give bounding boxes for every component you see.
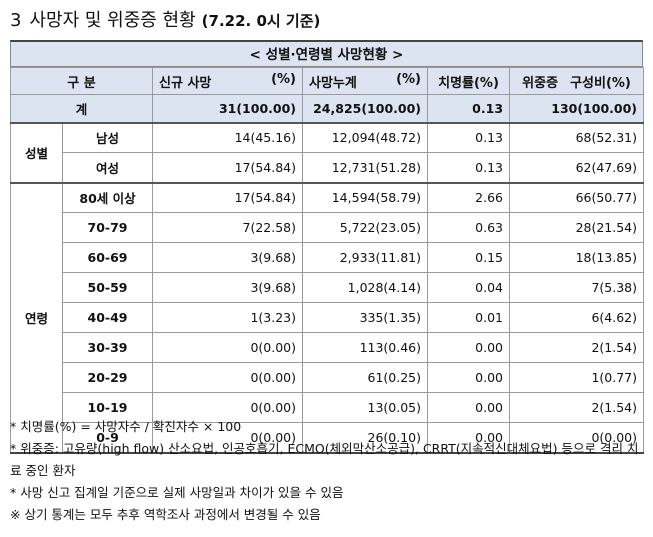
table-row: 여성 17(54.84) 12,731(51.28) 0.13 62(47.69… — [11, 152, 645, 183]
table-row: 50-59 3(9.68) 1,028(4.14) 0.04 7(5.38) — [11, 272, 645, 303]
footnote-subject-to-change: ※ 상기 통계는 모두 추후 역학조사 과정에서 변경될 수 있음 — [10, 507, 321, 522]
table-row: 60-69 3(9.68) 2,933(11.81) 0.15 18(13.85… — [11, 242, 645, 273]
cell-new: 7(22.58) — [152, 212, 304, 243]
cell-severe: 2(1.54) — [509, 332, 645, 363]
table-row: 10-19 0(0.00) 13(0.05) 0.00 2(1.54) — [11, 392, 645, 423]
cell-new: 0(0.00) — [152, 362, 304, 393]
section-basis-date: (7.22. 0시 기준) — [201, 12, 321, 30]
cell-fatality: 0.13 — [427, 121, 511, 153]
section-number: 3 — [10, 10, 22, 31]
cell-cum: 335(1.35) — [302, 302, 429, 333]
cell-severe: 1(0.77) — [509, 362, 645, 393]
row-label: 0-9 — [61, 422, 154, 453]
cell-new: 17(54.84) — [152, 181, 304, 213]
header-severe: 위중증 구성비(%) — [509, 67, 645, 95]
header-severe-label: 위중증 — [522, 75, 559, 91]
cell-cum: 1,028(4.14) — [302, 272, 429, 303]
cell-cum: 26(0.10) — [302, 422, 429, 453]
cell-fatality: 0.00 — [427, 422, 511, 453]
footnote-severe-definition: * 위중증: 고유량(high flow) 산소요법, 인공호흡기, ECMO(… — [10, 441, 639, 478]
death-status-table: 구 분 신규 사망 (%) 사망누계 (%) 치명률(%) 위중증 구성비(%) 계 … — [9, 67, 645, 454]
total-severe: 130(100.00) — [509, 94, 645, 123]
cell-severe: 68(52.31) — [509, 121, 645, 153]
cell-severe: 28(21.54) — [509, 212, 645, 243]
cell-cum: 12,094(48.72) — [302, 121, 429, 153]
row-label: 60-69 — [61, 242, 154, 273]
cell-cum: 14,594(58.79) — [302, 181, 429, 213]
row-label: 여성 — [61, 152, 154, 183]
cell-cum: 113(0.46) — [302, 332, 429, 363]
footnote-fatality-formula: * 치명률(%) = 사망자수 / 확진자수 × 100 — [10, 419, 242, 434]
total-fatality: 0.13 — [427, 94, 511, 123]
row-label: 40-49 — [61, 302, 154, 333]
cell-fatality: 0.01 — [427, 302, 511, 333]
header-new-deaths: 신규 사망 (%) — [152, 67, 304, 95]
cell-new: 1(3.23) — [152, 302, 304, 333]
cell-fatality: 0.00 — [427, 332, 511, 363]
cell-severe: 62(47.69) — [509, 152, 645, 183]
cell-new: 14(45.16) — [152, 121, 304, 153]
group-label-sex: 성별 — [10, 121, 63, 183]
cell-fatality: 0.00 — [427, 392, 511, 423]
header-cum-deaths-pct: (%) — [396, 71, 422, 87]
header-cum-deaths: 사망누계 (%) — [302, 67, 429, 95]
row-label: 10-19 — [61, 392, 154, 423]
table-row: 연령 80세 이상 17(54.84) 14,594(58.79) 2.66 6… — [10, 181, 645, 453]
cell-fatality: 0.04 — [427, 272, 511, 303]
total-label: 계 — [9, 94, 154, 123]
table-row-total: 계 31(100.00) 24,825(100.00) 0.13 130(100… — [9, 94, 645, 123]
row-label: 남성 — [61, 121, 154, 153]
cell-new: 3(9.68) — [152, 242, 304, 273]
row-label: 20-29 — [61, 362, 154, 393]
cell-new: 0(0.00) — [152, 332, 304, 363]
cell-cum: 61(0.25) — [302, 362, 429, 393]
row-label: 50-59 — [61, 272, 154, 303]
header-fatality: 치명률(%) — [427, 67, 511, 95]
cell-new: 17(54.84) — [152, 152, 304, 183]
cell-fatality: 0.13 — [427, 152, 511, 183]
row-label: 80세 이상 — [61, 181, 154, 213]
cell-cum: 12,731(51.28) — [302, 152, 429, 183]
row-label: 70-79 — [61, 212, 154, 243]
cell-fatality: 0.00 — [427, 362, 511, 393]
table-caption: < 성별·연령별 사망현황 > — [10, 40, 643, 67]
header-cum-deaths-label: 사망누계 — [309, 75, 357, 91]
section-title: 3 사망자 및 위중증 현황 (7.22. 0시 기준) — [10, 4, 320, 38]
table-row: 30-39 0(0.00) 113(0.46) 0.00 2(1.54) — [11, 332, 645, 363]
table-row: 70-79 7(22.58) 5,722(23.05) 0.63 28(21.5… — [11, 212, 645, 243]
cell-severe: 6(4.62) — [509, 302, 645, 333]
footnotes: * 치명률(%) = 사망자수 / 확진자수 × 100 * 위중증: 고유량(… — [10, 416, 646, 526]
cell-fatality: 0.63 — [427, 212, 511, 243]
cell-severe: 18(13.85) — [509, 242, 645, 273]
cell-severe: 7(5.38) — [509, 272, 645, 303]
header-category: 구 분 — [9, 67, 154, 95]
cell-severe: 66(50.77) — [509, 181, 645, 213]
cell-fatality: 2.66 — [427, 181, 511, 213]
cell-fatality: 0.15 — [427, 242, 511, 273]
group-label-age: 연령 — [10, 181, 63, 453]
total-new: 31(100.00) — [152, 94, 304, 123]
cell-new: 0(0.00) — [152, 392, 304, 423]
header-new-deaths-label: 신규 사망 — [159, 75, 212, 91]
table-row: 성별 남성 14(45.16) 12,094(48.72) 0.13 68(52… — [10, 121, 645, 183]
table-header-row: 구 분 신규 사망 (%) 사망누계 (%) 치명률(%) 위중증 구성비(%) — [9, 67, 645, 95]
death-status-table-container: < 성별·연령별 사망현황 > 구 분 신규 사망 (%) 사망누계 (%) 치명률… — [9, 40, 645, 454]
total-cum: 24,825(100.00) — [302, 94, 429, 123]
cell-new: 3(9.68) — [152, 272, 304, 303]
header-new-deaths-pct: (%) — [271, 71, 297, 87]
cell-cum: 5,722(23.05) — [302, 212, 429, 243]
header-severe-pct: 구성비(%) — [570, 75, 631, 91]
cell-severe: 0(0.00) — [509, 422, 645, 453]
table-row: 0-9 0(0.00) 26(0.10) 0.00 0(0.00) — [11, 422, 645, 453]
footnote-reporting-date: * 사망 신고 집계일 기준으로 실제 사망일과 차이가 있을 수 있음 — [10, 485, 344, 500]
table-row: 20-29 0(0.00) 61(0.25) 0.00 1(0.77) — [11, 362, 645, 393]
cell-new: 0(0.00) — [152, 422, 304, 453]
cell-severe: 2(1.54) — [509, 392, 645, 423]
row-label: 30-39 — [61, 332, 154, 363]
cell-cum: 2,933(11.81) — [302, 242, 429, 273]
table-row: 40-49 1(3.23) 335(1.35) 0.01 6(4.62) — [11, 302, 645, 333]
section-title-text: 사망자 및 위중증 현황 — [29, 10, 196, 31]
